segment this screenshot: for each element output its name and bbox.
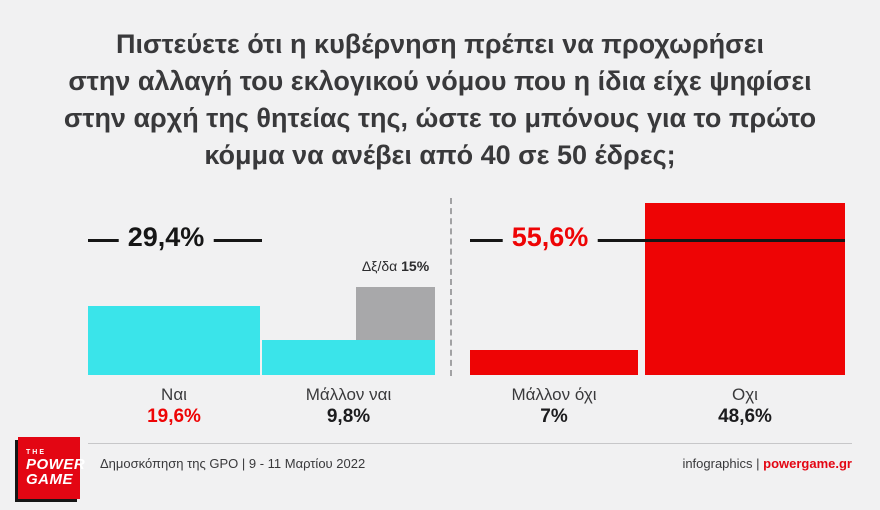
value-label-rather-no: 7% (540, 406, 568, 427)
credit-prefix: infographics | (682, 456, 764, 471)
value-label-yes: 19,6% (147, 406, 201, 427)
category-label-yes: Ναι (161, 385, 187, 404)
logo-text-power: POWER (26, 456, 86, 473)
poll-question-line: στην αλλαγή του εκλογικού νόμου που η ίδ… (68, 65, 812, 96)
no-total-line (470, 239, 845, 242)
powergame-link[interactable]: powergame.gr (763, 456, 852, 471)
power-game-logo: THE POWER GAME (18, 437, 86, 499)
bar-no (645, 202, 845, 375)
dont-know-label: Δξ/δα (361, 258, 398, 274)
poll-question-line: στην αρχή της θητείας της, ώστε το μπόνο… (63, 102, 817, 133)
poll-question: Πιστεύετε ότι η κυβέρνηση πρέπει να προχ… (30, 26, 850, 174)
bar-rather-yes (262, 340, 435, 375)
bar-yes (88, 305, 260, 375)
no-total-label: 55,6% (502, 222, 598, 253)
bar-rather-no (470, 350, 638, 375)
category-label-no: Οχι (732, 385, 758, 404)
dont-know-annotation: Δξ/δα 15% (348, 258, 443, 274)
poll-question-line: κόμμα να ανέβει από 40 σε 50 έδρες; (204, 139, 676, 170)
value-label-rather-yes: 9,8% (326, 406, 371, 427)
credit-text: infographics | powergame.gr (682, 456, 852, 471)
logo-text-the: THE (26, 449, 46, 456)
dont-know-value: 15% (401, 258, 430, 274)
footer-separator (88, 443, 852, 444)
group-divider-dashed-line (450, 198, 452, 376)
category-label-rather-no: Μάλλον όχι (511, 385, 597, 404)
poll-question-line: Πιστεύετε ότι η κυβέρνηση πρέπει να προχ… (116, 29, 764, 59)
poll-source-text: Δημοσκόπηση της GPO | 9 - 11 Μαρτίου 202… (100, 456, 366, 471)
category-label-rather-yes: Μάλλον ναι (305, 385, 392, 404)
bar-dont-know (356, 286, 435, 340)
value-label-no: 48,6% (718, 406, 772, 427)
logo-text-game: GAME (26, 471, 73, 488)
yes-total-label: 29,4% (118, 222, 214, 253)
